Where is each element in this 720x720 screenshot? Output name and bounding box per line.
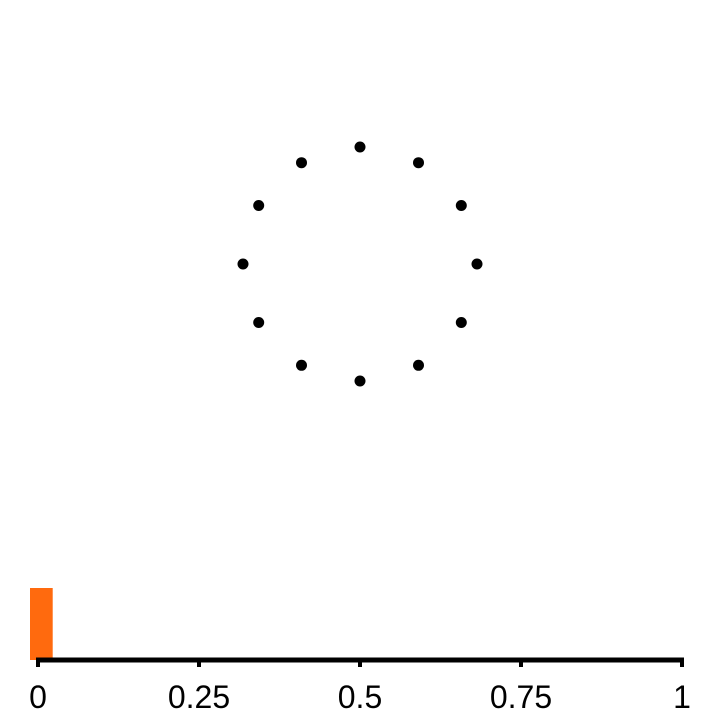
stimulus-dot — [471, 258, 483, 270]
stimulus-dot — [354, 141, 366, 153]
stimulus-dot — [354, 375, 366, 387]
stimulus-dot — [296, 157, 307, 169]
stimulus-dot — [413, 359, 424, 371]
stimulus-dot — [253, 317, 265, 328]
stimulus-dot — [455, 317, 467, 328]
axis-tick-label: 0.25 — [168, 679, 230, 715]
progress-axis-ticks: 0 0.25 0.5 0.75 1 — [29, 660, 691, 715]
axis-tick-label: 1 — [673, 679, 691, 715]
stimulus-dot — [413, 157, 424, 169]
axis-tick-label: 0 — [29, 679, 47, 715]
stimulus-dot — [296, 359, 307, 371]
stimulus-dot — [253, 200, 265, 211]
stimulus-dot — [455, 200, 467, 211]
axis-tick-label: 0.5 — [338, 679, 382, 715]
stimulus-dot — [237, 258, 249, 270]
progress-bar-fill — [30, 588, 53, 660]
axis-tick-label: 0.75 — [490, 679, 552, 715]
